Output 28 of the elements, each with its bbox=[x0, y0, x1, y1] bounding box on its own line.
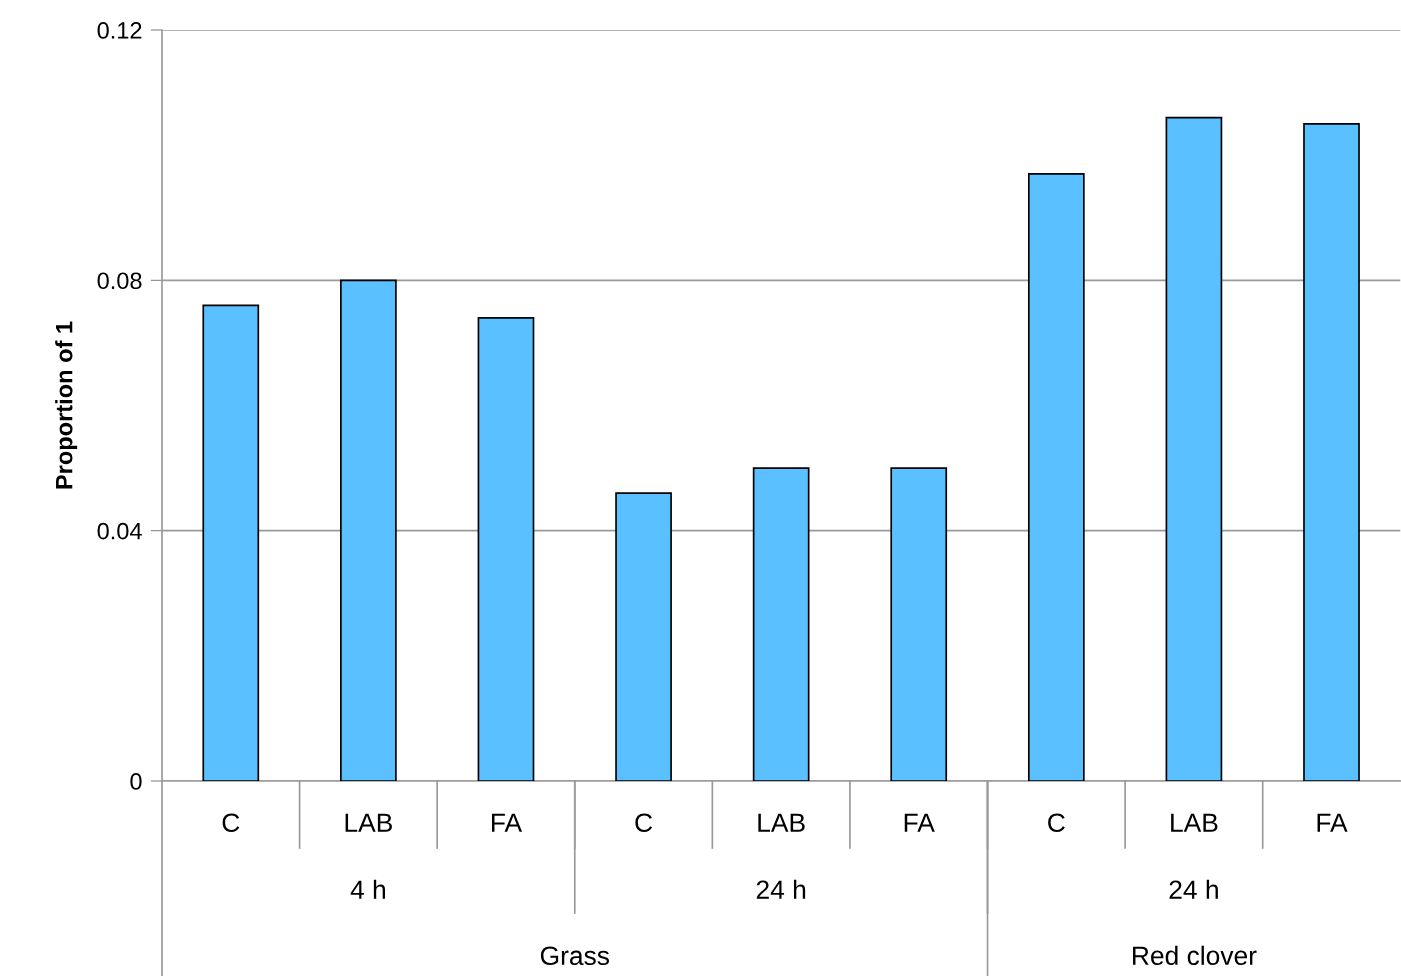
bar bbox=[1165, 116, 1223, 781]
bar bbox=[752, 467, 810, 781]
y-tick-label: 0 bbox=[130, 773, 142, 790]
bar bbox=[1303, 123, 1360, 781]
bar bbox=[477, 317, 535, 781]
bar bbox=[202, 304, 260, 781]
x-tick-label: FA bbox=[904, 813, 935, 832]
y-tick-label: 0.12 bbox=[97, 22, 142, 39]
y-tick-label: 0.04 bbox=[97, 522, 142, 540]
text: Red clover bbox=[1133, 945, 1257, 966]
x-tick-label: FA bbox=[1317, 813, 1348, 832]
bar bbox=[1027, 173, 1085, 781]
text: Grass bbox=[540, 946, 610, 966]
x-tick-label: C bbox=[635, 813, 653, 833]
text: 24 h bbox=[756, 879, 806, 899]
y-tick-label: 0.08 bbox=[97, 272, 142, 290]
x-tick-label: LAB bbox=[345, 813, 392, 832]
text: 4 h bbox=[350, 879, 386, 899]
x-tick-label: C bbox=[1048, 813, 1065, 833]
bar bbox=[615, 492, 672, 781]
text: 24 h bbox=[1169, 879, 1218, 899]
x-tick-label: FA bbox=[492, 813, 523, 832]
bar bbox=[890, 467, 948, 781]
y-axis-title: Proportion of 1 bbox=[55, 321, 78, 489]
bar bbox=[340, 279, 397, 781]
x-tick-label: LAB bbox=[758, 813, 805, 832]
x-tick-label: C bbox=[222, 813, 240, 833]
x-tick-label: LAB bbox=[1171, 813, 1218, 832]
